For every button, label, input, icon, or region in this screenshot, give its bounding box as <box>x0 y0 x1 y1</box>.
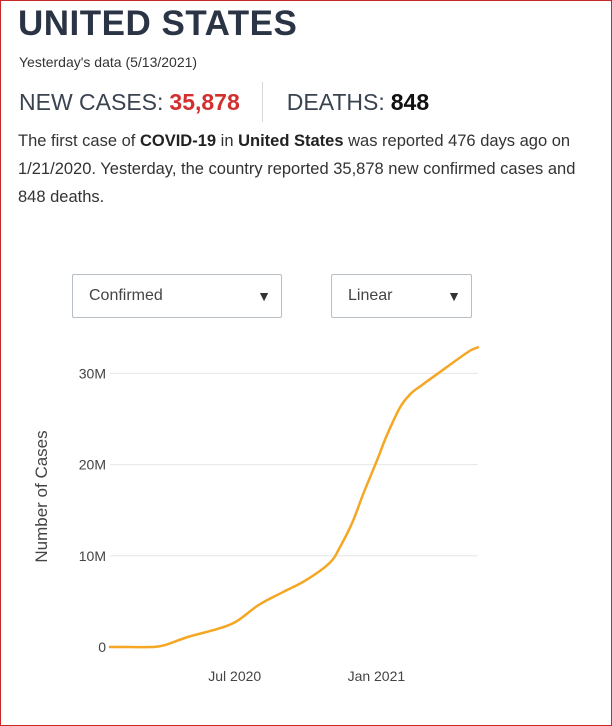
x-tick-label: Jan 2021 <box>348 668 406 684</box>
country-title: UNITED STATES <box>18 4 298 43</box>
series-line-confirmed <box>108 346 480 649</box>
data-date-subtitle: Yesterday's data (5/13/2021) <box>19 54 198 70</box>
y-tick-label: 10M <box>79 548 106 564</box>
x-tick-label: Jul 2020 <box>208 668 261 684</box>
y-tick-label: 20M <box>79 457 106 473</box>
new-cases-label: NEW CASES: <box>19 88 164 115</box>
deaths-label: DEATHS: <box>286 88 385 115</box>
summary-part3: was reported 476 days ago on 1/21/2020. … <box>18 132 576 206</box>
case-type-select[interactable]: Confirmed ▼ <box>72 274 282 318</box>
summary-part2: in <box>216 132 239 150</box>
y-axis-title: Number of Cases <box>32 430 51 562</box>
deaths-value: 848 <box>390 88 430 115</box>
summary-text: The first case of COVID-19 in United Sta… <box>18 127 598 211</box>
summary-country: United States <box>238 132 344 150</box>
summary-disease: COVID-19 <box>139 132 217 150</box>
y-tick-label: 0 <box>98 639 106 655</box>
chevron-down-icon: ▼ <box>447 288 461 304</box>
stats-divider <box>261 82 263 122</box>
case-type-value: Confirmed <box>89 287 163 304</box>
chevron-down-icon: ▼ <box>257 288 271 304</box>
y-tick-label: 30M <box>79 365 106 381</box>
new-cases-value: 35,878 <box>169 88 240 115</box>
stats-row: NEW CASES: 35,878 DEATHS: 848 <box>19 82 429 122</box>
summary-part1: The first case of <box>18 132 140 150</box>
scale-select[interactable]: Linear ▼ <box>331 274 472 318</box>
scale-value: Linear <box>348 287 393 304</box>
